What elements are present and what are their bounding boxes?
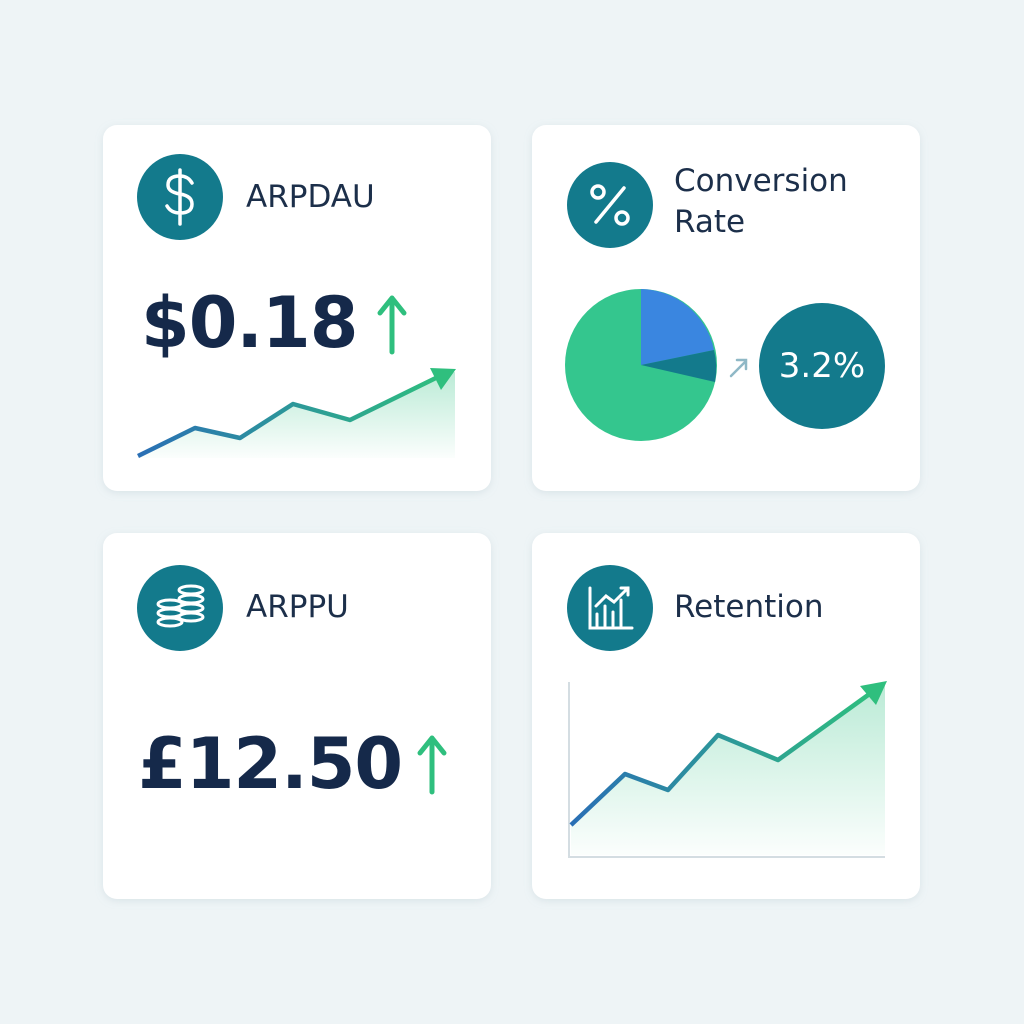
- metric-value: $0.18: [141, 282, 358, 364]
- percent-glyph: [590, 184, 606, 200]
- card-title: Conversion Rate: [674, 163, 848, 240]
- arrow-head: [860, 681, 887, 705]
- sparkline-area: [138, 372, 455, 458]
- dollar-glyph: [165, 168, 194, 226]
- small-arrow: [729, 358, 748, 378]
- rate-badge: [759, 303, 885, 429]
- chart-glyph: [588, 586, 634, 630]
- pie-slice: [641, 289, 714, 365]
- card-title: ARPPU: [246, 589, 349, 625]
- metric-value: £12.50: [138, 723, 403, 805]
- card-title: Retention: [674, 589, 824, 625]
- card-title: ARPDAU: [246, 179, 375, 215]
- sparkline: [137, 371, 445, 459]
- retention-line: [569, 688, 877, 827]
- coins-glyph: [156, 584, 205, 628]
- percent-glyph: [614, 210, 630, 226]
- percent-glyph: [594, 186, 626, 224]
- chart-icon: [567, 565, 653, 651]
- up-arrow: [417, 735, 447, 795]
- metric-value: 3.2%: [778, 346, 866, 386]
- up-arrow: [377, 295, 407, 355]
- retention-area: [571, 684, 885, 855]
- pie-slice: [641, 350, 717, 382]
- chart-axes: [568, 682, 885, 858]
- arrow-head: [430, 368, 456, 390]
